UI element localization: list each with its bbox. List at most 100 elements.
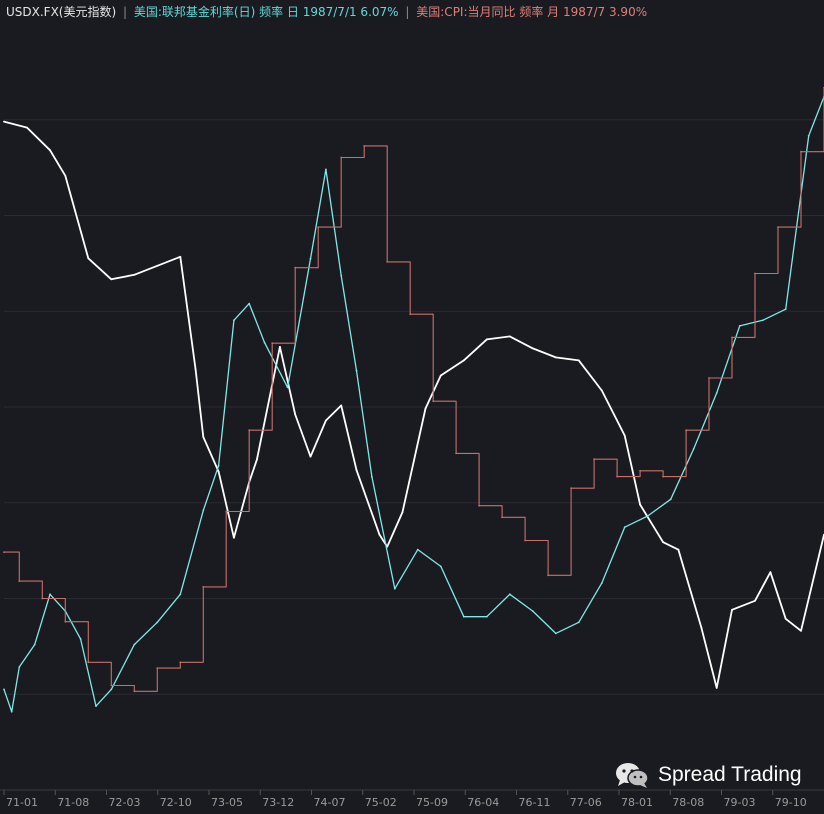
data-point <box>508 335 511 338</box>
data-point <box>761 319 764 322</box>
data-point <box>593 458 595 461</box>
data-point <box>646 515 649 517</box>
data-point <box>179 661 182 664</box>
data-point <box>600 582 603 584</box>
data-point <box>49 593 51 596</box>
data-point <box>577 359 580 362</box>
legend-separator: | <box>405 5 410 19</box>
data-point <box>110 684 113 687</box>
data-point <box>570 487 572 490</box>
data-point <box>554 632 557 635</box>
data-point <box>692 448 695 450</box>
data-point <box>600 389 603 392</box>
data-point <box>202 436 205 438</box>
data-point <box>800 629 802 632</box>
x-tick-label: 76-04 <box>467 796 499 809</box>
data-point <box>286 386 289 389</box>
data-point <box>133 273 136 276</box>
data-point <box>179 255 182 258</box>
x-tick-label: 72-03 <box>109 796 141 809</box>
data-point <box>616 475 618 478</box>
data-point <box>784 308 787 311</box>
data-point <box>10 710 13 713</box>
data-point <box>87 661 90 664</box>
legend-fed-funds: 美国:联邦基金利率(日) 频率 日 1987/7/1 6.07% <box>133 5 399 19</box>
data-point <box>639 503 641 506</box>
x-tick-label: 75-09 <box>416 796 448 809</box>
data-point <box>485 338 488 341</box>
data-point <box>309 257 312 260</box>
data-point <box>639 469 641 472</box>
data-point <box>738 325 741 327</box>
data-point <box>41 597 44 600</box>
data-point <box>95 705 97 707</box>
data-point <box>340 404 343 407</box>
x-tick-label: 73-05 <box>211 796 243 809</box>
data-point <box>79 638 82 640</box>
data-point <box>501 516 503 519</box>
x-tick-label: 71-08 <box>57 796 89 809</box>
data-point <box>531 347 534 350</box>
data-point <box>677 548 680 551</box>
data-point <box>294 413 297 416</box>
data-point <box>202 586 205 588</box>
data-point <box>478 504 480 507</box>
data-point <box>263 341 266 344</box>
data-point <box>64 174 67 177</box>
data-point <box>271 342 274 345</box>
legend: USDX.FX(美元指数) | 美国:联邦基金利率(日) 频率 日 1987/7… <box>6 2 647 22</box>
data-point <box>416 548 419 551</box>
data-point <box>233 319 235 322</box>
data-point <box>248 302 251 305</box>
data-point <box>133 643 136 646</box>
data-point <box>715 392 718 394</box>
data-point <box>685 429 687 432</box>
data-point <box>378 533 381 536</box>
data-point <box>371 476 373 478</box>
data-point <box>754 599 756 602</box>
x-tick-label: 79-10 <box>775 796 807 809</box>
data-point <box>309 455 312 458</box>
data-point <box>577 621 580 624</box>
x-tick-label: 75-02 <box>365 796 397 809</box>
data-point <box>769 571 772 574</box>
data-point <box>754 272 756 275</box>
data-point <box>33 643 36 646</box>
data-point <box>355 469 358 471</box>
wechat-icon <box>616 763 649 788</box>
data-point <box>669 498 672 501</box>
data-point <box>317 226 320 229</box>
data-point <box>401 511 404 513</box>
data-point <box>325 168 327 171</box>
data-point <box>87 257 90 260</box>
data-point <box>386 261 389 263</box>
data-point <box>508 593 511 596</box>
series-line-fed-funds <box>3 96 824 713</box>
watermark-text: Spread Trading <box>658 763 802 786</box>
data-point <box>708 377 710 379</box>
data-point <box>3 120 5 123</box>
data-point <box>807 134 810 137</box>
data-point <box>279 346 281 348</box>
data-point <box>156 264 159 267</box>
data-point <box>110 688 113 691</box>
data-point <box>64 620 67 623</box>
data-point <box>363 145 366 147</box>
data-point <box>524 539 526 542</box>
data-point <box>439 374 442 377</box>
x-axis: 71-01 71-08 72-03 72-10 73-05 73-12 74-07 75-02… <box>3 790 807 809</box>
data-point <box>156 621 159 624</box>
data-point <box>623 434 626 437</box>
data-point <box>325 419 327 422</box>
data-point <box>179 593 182 596</box>
data-point <box>439 565 442 568</box>
data-point <box>662 475 664 478</box>
data-point <box>662 541 664 544</box>
data-point <box>340 274 343 277</box>
data-point <box>202 509 205 512</box>
data-point <box>623 526 626 529</box>
grid-layer <box>0 119 824 791</box>
data-point <box>784 617 787 620</box>
x-tick-label: 71-01 <box>6 796 38 809</box>
